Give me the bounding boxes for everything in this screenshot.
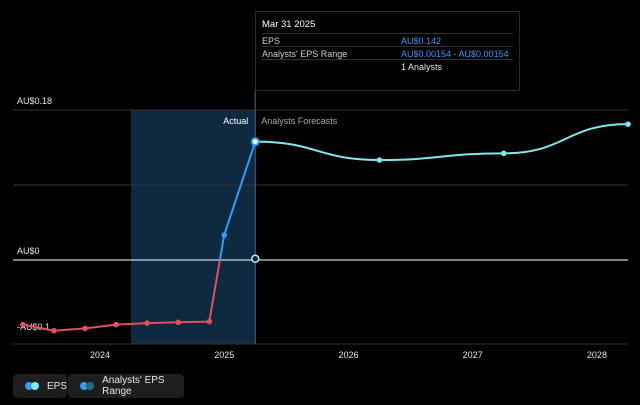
eps-range-legend-icon xyxy=(80,382,94,390)
eps-point[interactable] xyxy=(113,321,119,328)
tooltip-range-label: Analysts' EPS Range xyxy=(262,49,348,59)
eps-point[interactable] xyxy=(175,319,182,326)
forecast-point[interactable] xyxy=(500,150,507,157)
x-axis-tick: 2027 xyxy=(463,350,483,360)
x-axis-tick: 2026 xyxy=(338,350,358,360)
tooltip-eps-label: EPS xyxy=(262,36,281,46)
forecast-point[interactable] xyxy=(376,157,383,163)
x-axis-tick: 2025 xyxy=(214,350,234,360)
series-points[interactable] xyxy=(20,121,631,334)
eps-point[interactable] xyxy=(221,232,228,238)
eps-point[interactable] xyxy=(51,327,57,334)
tooltip-row-range: Analysts' EPS Range AU$0.00154 - AU$0.00… xyxy=(262,46,513,60)
past-year-highlight-band xyxy=(131,110,256,344)
legend-eps-label: EPS xyxy=(46,380,67,392)
eps-point[interactable] xyxy=(20,321,26,328)
forecast-region-label: Analysts Forecasts xyxy=(261,116,338,126)
legend-eps-range[interactable]: Analysts' EPS Range xyxy=(68,374,184,398)
legend-eps[interactable]: EPS xyxy=(13,374,67,398)
tooltip-analysts-value: 1 Analysts xyxy=(401,62,443,72)
eps-negative-line xyxy=(22,259,221,332)
eps-point[interactable] xyxy=(82,325,88,332)
x-axis-tick: 2028 xyxy=(587,350,607,360)
forecast-point[interactable] xyxy=(625,121,631,127)
eps-point[interactable] xyxy=(206,318,213,325)
y-axis-label: AU$0 xyxy=(17,246,40,256)
y-axis-label: AU$0.18 xyxy=(17,96,52,106)
x-axis-ticks: 2024 2025 2026 2027 2028 xyxy=(90,350,607,360)
tooltip-range-value: AU$0.00154 - AU$0.00154 xyxy=(401,49,509,59)
tooltip-eps-value: AU$0.142 xyxy=(401,36,442,46)
actual-region-label: Actual xyxy=(223,116,248,126)
tooltip-date: Mar 31 2025 xyxy=(262,19,316,30)
x-axis-tick: 2024 xyxy=(90,350,110,360)
forecast-line xyxy=(255,123,629,162)
eps-legend-icon xyxy=(25,382,39,390)
eps-point[interactable] xyxy=(250,137,260,147)
legend-eps-range-label: Analysts' EPS Range xyxy=(102,375,165,397)
hover-tooltip: Mar 31 2025 EPS AU$0.142 Analysts' EPS R… xyxy=(255,11,520,91)
grid-lines xyxy=(13,109,628,345)
tooltip-row-analysts: 1 Analysts xyxy=(262,59,513,73)
eps-point[interactable] xyxy=(144,320,150,326)
series-lines xyxy=(22,123,629,332)
tooltip-row-eps: EPS AU$0.142 xyxy=(262,33,513,47)
eps-range-point[interactable] xyxy=(251,254,260,263)
